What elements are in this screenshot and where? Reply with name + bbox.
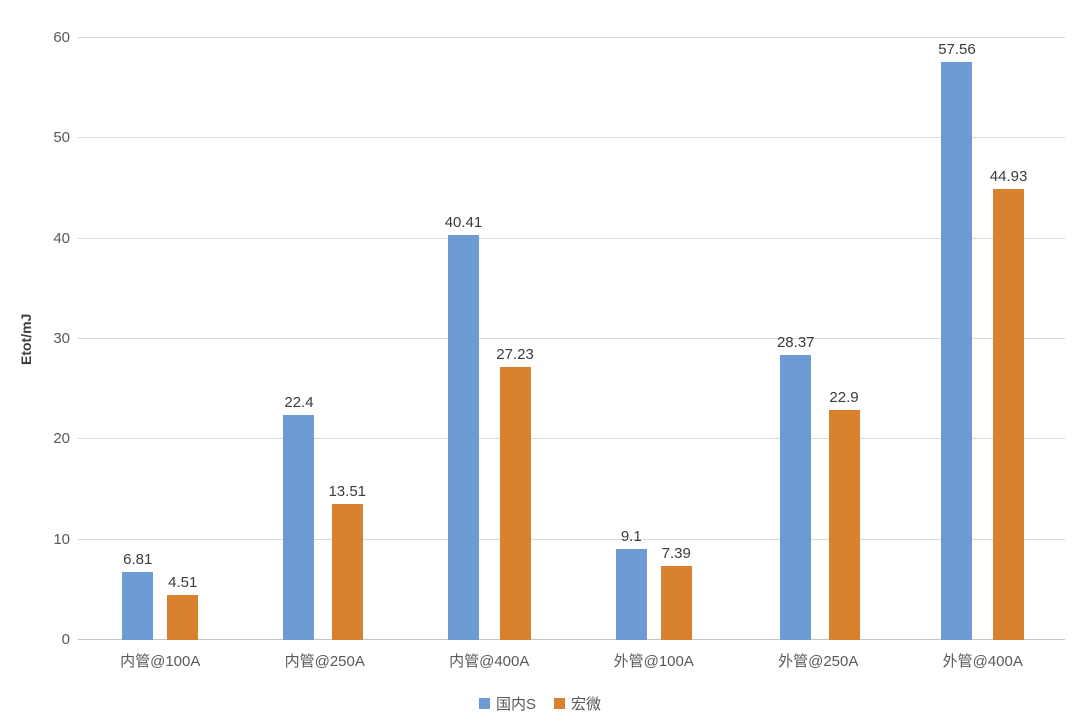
y-tick-label: 40 (53, 229, 70, 247)
bar-value-label: 44.93 (989, 168, 1028, 186)
x-tick-label: 外管@400A (942, 653, 1023, 670)
bar-value-label: 22.4 (284, 394, 314, 412)
gridline (78, 338, 1065, 339)
bar-value-label: 40.41 (444, 213, 483, 231)
gridline (78, 438, 1065, 440)
bar-group: 9.1 7.39 (572, 38, 737, 640)
bar-value-label: 13.51 (328, 483, 367, 501)
gridline (78, 538, 1065, 540)
bar-wrap: 44.93 (989, 38, 1028, 640)
bar-value-label: 4.51 (168, 573, 198, 591)
bar-wrap: 40.41 (444, 38, 483, 640)
gridline (78, 237, 1065, 239)
bar (615, 548, 647, 640)
bar-wrap: 9.1 (615, 38, 647, 640)
bar-group: 6.81 4.51 (78, 38, 243, 640)
bar-wrap: 4.51 (167, 38, 199, 640)
x-axis: 内管@100A 内管@250A 内管@400A 外管@100A 外管@250A 外管@40… (78, 650, 1065, 671)
bar-value-label: 9.1 (620, 527, 642, 545)
legend-swatch (478, 698, 490, 709)
bar-wrap: 6.81 (122, 38, 154, 640)
y-tick-label: 30 (53, 330, 70, 347)
gridline (78, 137, 1065, 139)
bar (331, 504, 363, 640)
x-tick-label: 内管@250A (284, 653, 365, 670)
bar-value-label: 57.56 (938, 41, 976, 59)
bar-wrap: 22.9 (828, 38, 860, 640)
x-tick-label: 内管@100A (120, 653, 201, 670)
bar (122, 571, 154, 640)
x-axis-line (78, 639, 1065, 640)
bar-value-label: 6.81 (123, 550, 153, 568)
bar-group: 28.37 22.9 (736, 38, 901, 640)
bar (283, 415, 315, 640)
bar-wrap: 13.51 (328, 38, 366, 640)
legend-item: 国内S (478, 693, 536, 714)
bar (828, 410, 860, 640)
y-tick-label: 10 (53, 530, 70, 548)
x-tick-label: 外管@100A (613, 653, 694, 670)
bar-value-label: 27.23 (496, 345, 534, 363)
bar (660, 565, 692, 640)
legend-swatch (554, 698, 565, 709)
bar (167, 594, 199, 640)
plot-area: 6.81 4.51 22.4 13.51 40.41 27.23 9.1 7.39 28.37 2… (78, 37, 1066, 640)
y-tick-label: 0 (61, 631, 70, 648)
legend: 国内S 宏微 (0, 693, 1080, 714)
bar (780, 355, 812, 640)
bar (993, 189, 1025, 640)
bar-wrap: 28.37 (777, 38, 815, 640)
bar (447, 234, 479, 640)
legend-item: 宏微 (554, 693, 601, 714)
x-tick-label: 内管@400A (449, 653, 530, 670)
y-axis-ticks: 0 10 20 30 40 50 60 (28, 29, 70, 648)
bar-wrap: 22.4 (283, 38, 315, 640)
bar-value-label: 22.9 (829, 389, 859, 407)
legend-label: 国内S (495, 696, 536, 713)
y-tick-label: 50 (53, 129, 70, 147)
x-tick-label: 外管@250A (778, 653, 859, 670)
bar-group: 22.4 13.51 (243, 38, 408, 640)
bar-wrap: 27.23 (496, 38, 534, 640)
bar-value-label: 7.39 (661, 544, 691, 562)
bar-wrap: 57.56 (938, 38, 976, 640)
bar (499, 366, 531, 640)
bar-group: 57.56 44.93 (901, 38, 1066, 640)
bar-wrap: 7.39 (660, 38, 692, 640)
bar (941, 62, 973, 640)
y-tick-label: 20 (53, 430, 70, 448)
gridline (78, 37, 1065, 38)
y-tick-label: 60 (53, 29, 70, 46)
legend-label: 宏微 (571, 696, 602, 713)
bar-group: 40.41 27.23 (407, 38, 572, 640)
bar-value-label: 28.37 (776, 334, 815, 352)
